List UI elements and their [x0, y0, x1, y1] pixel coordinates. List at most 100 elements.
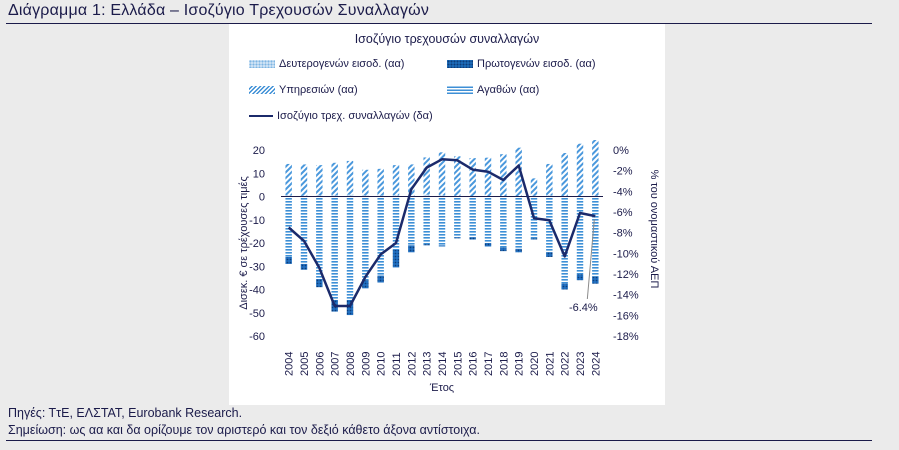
bar-segment-solid: [423, 244, 430, 246]
bar-layer: [285, 140, 599, 316]
bar-segment-dots: [316, 195, 323, 197]
legend-label-primary: Πρωτογενών εισοδ. (αα): [477, 58, 596, 70]
bar-segment-diagonal: [377, 168, 384, 196]
left-tick-label: -60: [249, 331, 265, 343]
bar-segment-solid: [362, 280, 369, 289]
x-tick-label: 2019: [514, 352, 526, 376]
bar-segment-diagonal: [592, 140, 599, 196]
right-axis: 0% -2% -4% -6% -8% -10% -12% -14% -16% -18%: [613, 145, 639, 343]
legend-swatch-line: [249, 115, 273, 117]
bar-segment-solid: [316, 279, 323, 288]
bar-segment-solid: [592, 276, 599, 284]
right-tick-label: -2%: [613, 166, 633, 178]
legend-swatch-goods: [447, 86, 473, 94]
bar-segment-diagonal: [561, 153, 568, 197]
header-divider: [6, 23, 872, 24]
left-tick-label: 20: [253, 145, 265, 157]
legend-goods: Αγαθών (αα): [447, 84, 539, 96]
bar-segment-horizontal: [454, 196, 461, 238]
annotation-layer: -6.4%: [569, 219, 598, 314]
bar-segment-dots: [515, 252, 522, 253]
bar-segment-horizontal: [392, 196, 400, 250]
bar-segment-solid: [408, 245, 415, 253]
bar-segment-diagonal: [515, 147, 522, 197]
methodology-note: Σημείωση: ως αα και δα ορίζουμε τον αρισ…: [8, 423, 480, 437]
bar-segment-diagonal: [500, 154, 507, 197]
bar-segment-solid: [530, 238, 538, 240]
bar-segment-solid: [392, 249, 400, 268]
right-tick-label: 0%: [613, 145, 629, 157]
bar-segment-diagonal: [530, 178, 538, 196]
bar-segment-diagonal: [285, 163, 292, 196]
bar-segment-horizontal: [331, 196, 338, 300]
bar-segment-solid: [484, 243, 492, 247]
bar-segment-horizontal: [377, 196, 384, 276]
bar-segment-solid: [438, 245, 446, 247]
bar-segment-solid: [300, 263, 308, 270]
right-tick-label: -10%: [613, 248, 639, 260]
bar-segment-dots: [331, 195, 338, 197]
legend-label-current-account: Ισοζύγιο τρεχ. συναλλαγών (δα): [277, 110, 433, 122]
bar-segment-horizontal: [515, 196, 522, 249]
legend-swatch-primary: [447, 60, 473, 68]
right-tick-label: -8%: [613, 228, 633, 240]
left-tick-label: 0: [259, 192, 265, 204]
sources-note: Πηγές: ΤτΕ, ΕΛΣΤΑΤ, Eurobank Research.: [8, 406, 243, 420]
legend-label-services: Υπηρεσιών (αα): [279, 84, 358, 96]
bar-segment-horizontal: [469, 196, 476, 238]
x-tick-label: 2024: [590, 352, 602, 376]
bar-segment-diagonal: [316, 165, 323, 196]
bar-segment-solid: [454, 237, 461, 239]
bar-segment-dots: [438, 195, 446, 197]
bar-segment-solid: [515, 248, 522, 253]
bar-segment-horizontal: [346, 196, 354, 300]
x-tick-label: 2015: [452, 352, 464, 376]
bar-segment-horizontal: [484, 196, 492, 243]
x-tick-label: 2021: [544, 352, 556, 376]
page-title: Διάγραμμα 1: Ελλάδα – Ισοζύγιο Τρεχουσών…: [8, 2, 430, 19]
bar-segment-diagonal: [423, 157, 430, 195]
chart-title: Ισοζύγιο τρεχουσών συναλλαγών: [354, 32, 540, 46]
x-tick-label: 2013: [422, 352, 434, 376]
bar-segment-horizontal: [592, 196, 599, 277]
left-axis-title: Δισεκ. € σε τρέχουσες τιμές: [238, 176, 250, 310]
legend-current-account: Ισοζύγιο τρεχ. συναλλαγών (δα): [249, 110, 433, 122]
bar-segment-dots: [546, 195, 553, 197]
legend-primary-income: Πρωτογενών εισοδ. (αα): [447, 58, 596, 70]
right-tick-label: -4%: [613, 186, 633, 198]
bar-segment-horizontal: [285, 196, 292, 257]
bar-segment-diagonal: [546, 163, 553, 196]
bar-segment-dots: [423, 194, 430, 197]
bar-segment-solid: [346, 299, 354, 316]
bar-segment-horizontal: [316, 196, 323, 280]
right-axis-title: % του ονομαστικού ΑΕΠ: [648, 170, 660, 289]
x-tick-label: 2022: [560, 352, 572, 376]
bar-segment-dots: [346, 194, 354, 197]
bar-segment-diagonal: [362, 169, 369, 196]
annotation-leader: [586, 219, 595, 300]
x-tick-label: 2023: [575, 352, 587, 376]
bar-segment-solid: [377, 275, 384, 283]
bar-segment-diagonal: [346, 160, 354, 195]
bar-segment-solid: [561, 283, 568, 290]
bar-segment-diagonal: [469, 158, 476, 197]
bar-segment-solid: [500, 247, 507, 252]
bar-segment-diagonal: [331, 162, 338, 196]
bar-segment-solid: [285, 256, 292, 264]
current-account-line: [287, 158, 596, 308]
x-tick-label: 2020: [529, 352, 541, 376]
right-tick-label: -14%: [613, 290, 639, 302]
x-tick-label: 2009: [360, 352, 372, 376]
bar-segment-dots: [392, 195, 400, 197]
bar-segment-horizontal: [576, 196, 584, 275]
bar-segment-diagonal: [408, 164, 415, 196]
bar-segment-diagonal: [576, 143, 584, 197]
axis-titles: Έτος Δισεκ. € σε τρέχουσες τιμές % του ονο…: [238, 170, 660, 394]
x-axis-title: Έτος: [429, 382, 454, 394]
x-tick-label: 2010: [376, 352, 388, 376]
bar-segment-dots: [362, 195, 369, 197]
bar-segment-diagonal: [438, 152, 446, 196]
x-tick-label: 2006: [314, 352, 326, 376]
bar-segment-horizontal: [423, 196, 430, 245]
x-tick-label: 2017: [483, 352, 495, 376]
